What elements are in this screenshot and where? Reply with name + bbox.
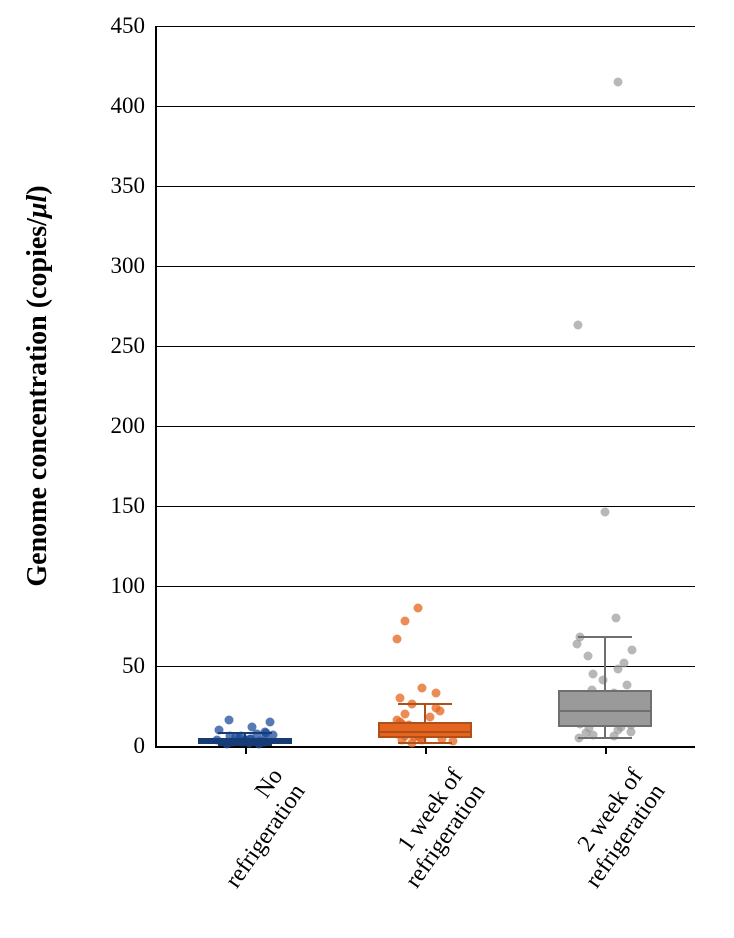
- median-line: [558, 710, 652, 712]
- data-point: [598, 676, 607, 685]
- whisker-cap: [398, 703, 452, 705]
- x-tick-label-line2: refrigeration: [209, 779, 311, 909]
- y-tick-label: 200: [111, 413, 146, 439]
- whisker-cap: [578, 636, 632, 638]
- whisker: [604, 637, 606, 690]
- gridline: [155, 586, 695, 587]
- plot-area: [155, 26, 695, 746]
- x-tick-label: Norefrigeration: [187, 764, 312, 910]
- box: [558, 690, 652, 727]
- y-tick-label: 150: [111, 493, 146, 519]
- median-line: [198, 740, 292, 742]
- y-tick-label: 100: [111, 573, 146, 599]
- data-point: [628, 646, 637, 655]
- gridline: [155, 506, 695, 507]
- data-point: [425, 713, 434, 722]
- y-axis-title: Genome concentration (copies/μl): [22, 185, 54, 586]
- data-point: [613, 78, 622, 87]
- x-tick-label: 2 week ofrefrigeration: [547, 764, 672, 910]
- data-point: [573, 321, 582, 330]
- whisker-cap: [578, 737, 632, 739]
- data-point: [620, 658, 629, 667]
- y-tick-label: 300: [111, 253, 146, 279]
- gridline: [155, 346, 695, 347]
- y-tick-label: 450: [111, 13, 146, 39]
- median-line: [378, 731, 472, 733]
- x-tick: [425, 746, 427, 754]
- whisker: [424, 704, 426, 722]
- data-point: [396, 694, 405, 703]
- data-point: [431, 689, 440, 698]
- gridline: [155, 266, 695, 267]
- data-point: [623, 681, 632, 690]
- y-axis-line: [155, 26, 157, 746]
- y-tick-label: 400: [111, 93, 146, 119]
- y-tick-label: 350: [111, 173, 146, 199]
- gridline: [155, 426, 695, 427]
- boxplot-chart: 0 50 100 150 200 250 300 350 400 450 Genome conce…: [0, 0, 734, 938]
- data-point: [417, 684, 426, 693]
- gridline: [155, 186, 695, 187]
- data-point: [248, 722, 257, 731]
- data-point: [588, 670, 597, 679]
- x-tick: [605, 746, 607, 754]
- data-point: [225, 716, 234, 725]
- data-point: [400, 617, 409, 626]
- data-point: [611, 614, 620, 623]
- data-point: [601, 508, 610, 517]
- data-point: [393, 634, 402, 643]
- whisker-cap: [218, 732, 272, 734]
- gridline: [155, 106, 695, 107]
- whisker-cap: [398, 742, 452, 744]
- data-point: [583, 652, 592, 661]
- gridline: [155, 26, 695, 27]
- x-tick: [245, 746, 247, 754]
- data-point: [265, 718, 274, 727]
- y-tick-label: 250: [111, 333, 146, 359]
- data-point: [400, 710, 409, 719]
- data-point: [414, 604, 423, 613]
- x-tick-label: 1 week ofrefrigeration: [367, 764, 492, 910]
- y-tick-label: 50: [122, 653, 145, 679]
- y-tick-label: 0: [134, 733, 146, 759]
